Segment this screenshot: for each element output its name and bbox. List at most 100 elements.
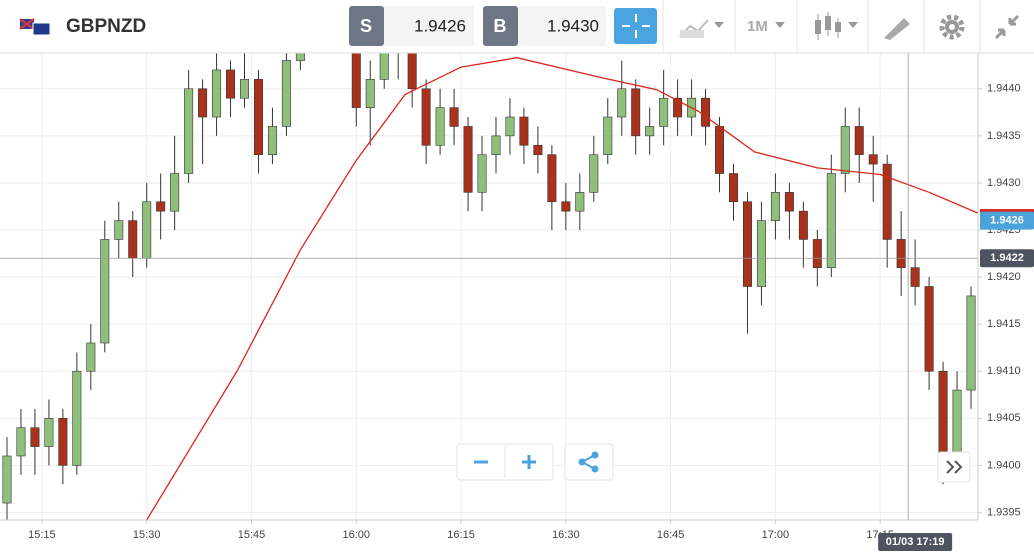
candle-body [854, 126, 864, 155]
candle-body [729, 173, 738, 203]
x-tick-label: 15:30 [133, 529, 161, 541]
y-tick-label: 1.9415 [987, 318, 1021, 330]
candle-body [603, 116, 613, 155]
candle-body [882, 163, 892, 240]
candle-body [267, 126, 277, 155]
candle-body [58, 418, 68, 466]
y-tick-label: 1.9435 [987, 130, 1021, 142]
x-tick-label: 16:15 [447, 529, 475, 541]
buy-price[interactable]: 1.9430 [547, 16, 599, 35]
candle-body [742, 201, 752, 287]
collapse-button[interactable] [994, 14, 1020, 40]
candle-body [645, 126, 655, 137]
candle-body [519, 116, 529, 146]
buy-label[interactable]: B [494, 16, 507, 36]
y-tick-label: 1.9430 [987, 177, 1021, 189]
candle-body [156, 201, 166, 212]
y-tick-label: 1.9400 [987, 459, 1021, 471]
buy-price-box[interactable] [518, 6, 606, 46]
price-tag [980, 211, 1034, 230]
candle-body [365, 79, 375, 108]
candle-body [812, 239, 822, 268]
moving-average [146, 57, 978, 520]
candle-type-button[interactable] [815, 12, 858, 40]
candle-body [826, 173, 836, 268]
x-tick-label: 15:45 [238, 529, 266, 541]
candle-body [756, 220, 766, 287]
candle-body [505, 116, 515, 137]
crosshair-time-tag [878, 533, 953, 551]
candle-body [840, 126, 850, 174]
candle-body [533, 144, 543, 155]
y-tick-label: 1.9420 [987, 271, 1021, 283]
crosshair-button[interactable] [614, 8, 657, 44]
draw-button[interactable] [884, 18, 910, 40]
x-tick-label: 17:00 [762, 529, 790, 541]
candle-body [142, 201, 152, 259]
candle-body [910, 267, 920, 287]
candle-body [72, 370, 82, 466]
timeframe[interactable]: 1M [747, 18, 768, 35]
candle-body [212, 69, 222, 118]
candle-body [575, 192, 585, 212]
candle-body [966, 295, 976, 391]
candle-body [379, 53, 389, 80]
chart-type-button[interactable] [679, 19, 724, 38]
candle-body [924, 286, 934, 372]
price-tag-label: 1.9426 [990, 214, 1024, 226]
candle-body [701, 97, 711, 127]
candle-body [659, 97, 669, 127]
candle-body [253, 79, 263, 155]
sell-price-box[interactable] [384, 6, 474, 46]
x-tick-label: 16:30 [552, 529, 580, 541]
candle-body [477, 154, 487, 193]
crosshair-time: 01/03 17:19 [886, 536, 945, 548]
y-tick-label: 1.9405 [987, 412, 1021, 424]
candle-body [30, 427, 40, 447]
zoom-controls [456, 443, 971, 483]
x-tick-label: 15:15 [28, 529, 56, 541]
x-tick-label: 16:45 [657, 529, 685, 541]
candle-body [281, 60, 291, 127]
candle-body [86, 342, 96, 372]
candle-body [407, 53, 417, 90]
settings-button[interactable] [939, 14, 965, 40]
sell-label[interactable]: S [360, 16, 372, 36]
candle-body [226, 69, 236, 99]
candle-body [44, 418, 54, 447]
share-button[interactable] [564, 443, 614, 481]
candle-body [770, 192, 780, 221]
candle-body [673, 97, 683, 118]
candle-body [868, 154, 878, 165]
candle-body [784, 192, 794, 212]
candle-body [421, 88, 431, 146]
candle-body [240, 79, 249, 99]
candle-body [617, 88, 627, 118]
candle-body [561, 201, 571, 212]
candle-body [715, 126, 725, 174]
candle-body [295, 53, 305, 61]
candle-body [351, 53, 361, 108]
plot [0, 53, 978, 520]
y-tick-label: 1.9410 [987, 365, 1021, 377]
candle-body [896, 239, 906, 268]
candle-body [184, 88, 194, 174]
candle-body [798, 210, 808, 240]
zoom-in-button[interactable] [522, 455, 536, 469]
scroll-right-button[interactable] [937, 451, 971, 483]
candle-body [938, 370, 948, 466]
sell-price[interactable]: 1.9426 [414, 16, 466, 35]
candle-body [547, 154, 557, 203]
candle-body [16, 427, 26, 457]
grid [0, 53, 978, 520]
y-tick-label: 1.9395 [987, 506, 1021, 518]
sell-button[interactable] [349, 6, 384, 46]
timeframe-caret[interactable] [775, 22, 785, 28]
candle-body [631, 88, 641, 137]
buy-button[interactable] [483, 6, 518, 46]
symbol: GBPNZD [66, 16, 146, 37]
flag [19, 18, 51, 36]
candle-body [2, 455, 12, 504]
